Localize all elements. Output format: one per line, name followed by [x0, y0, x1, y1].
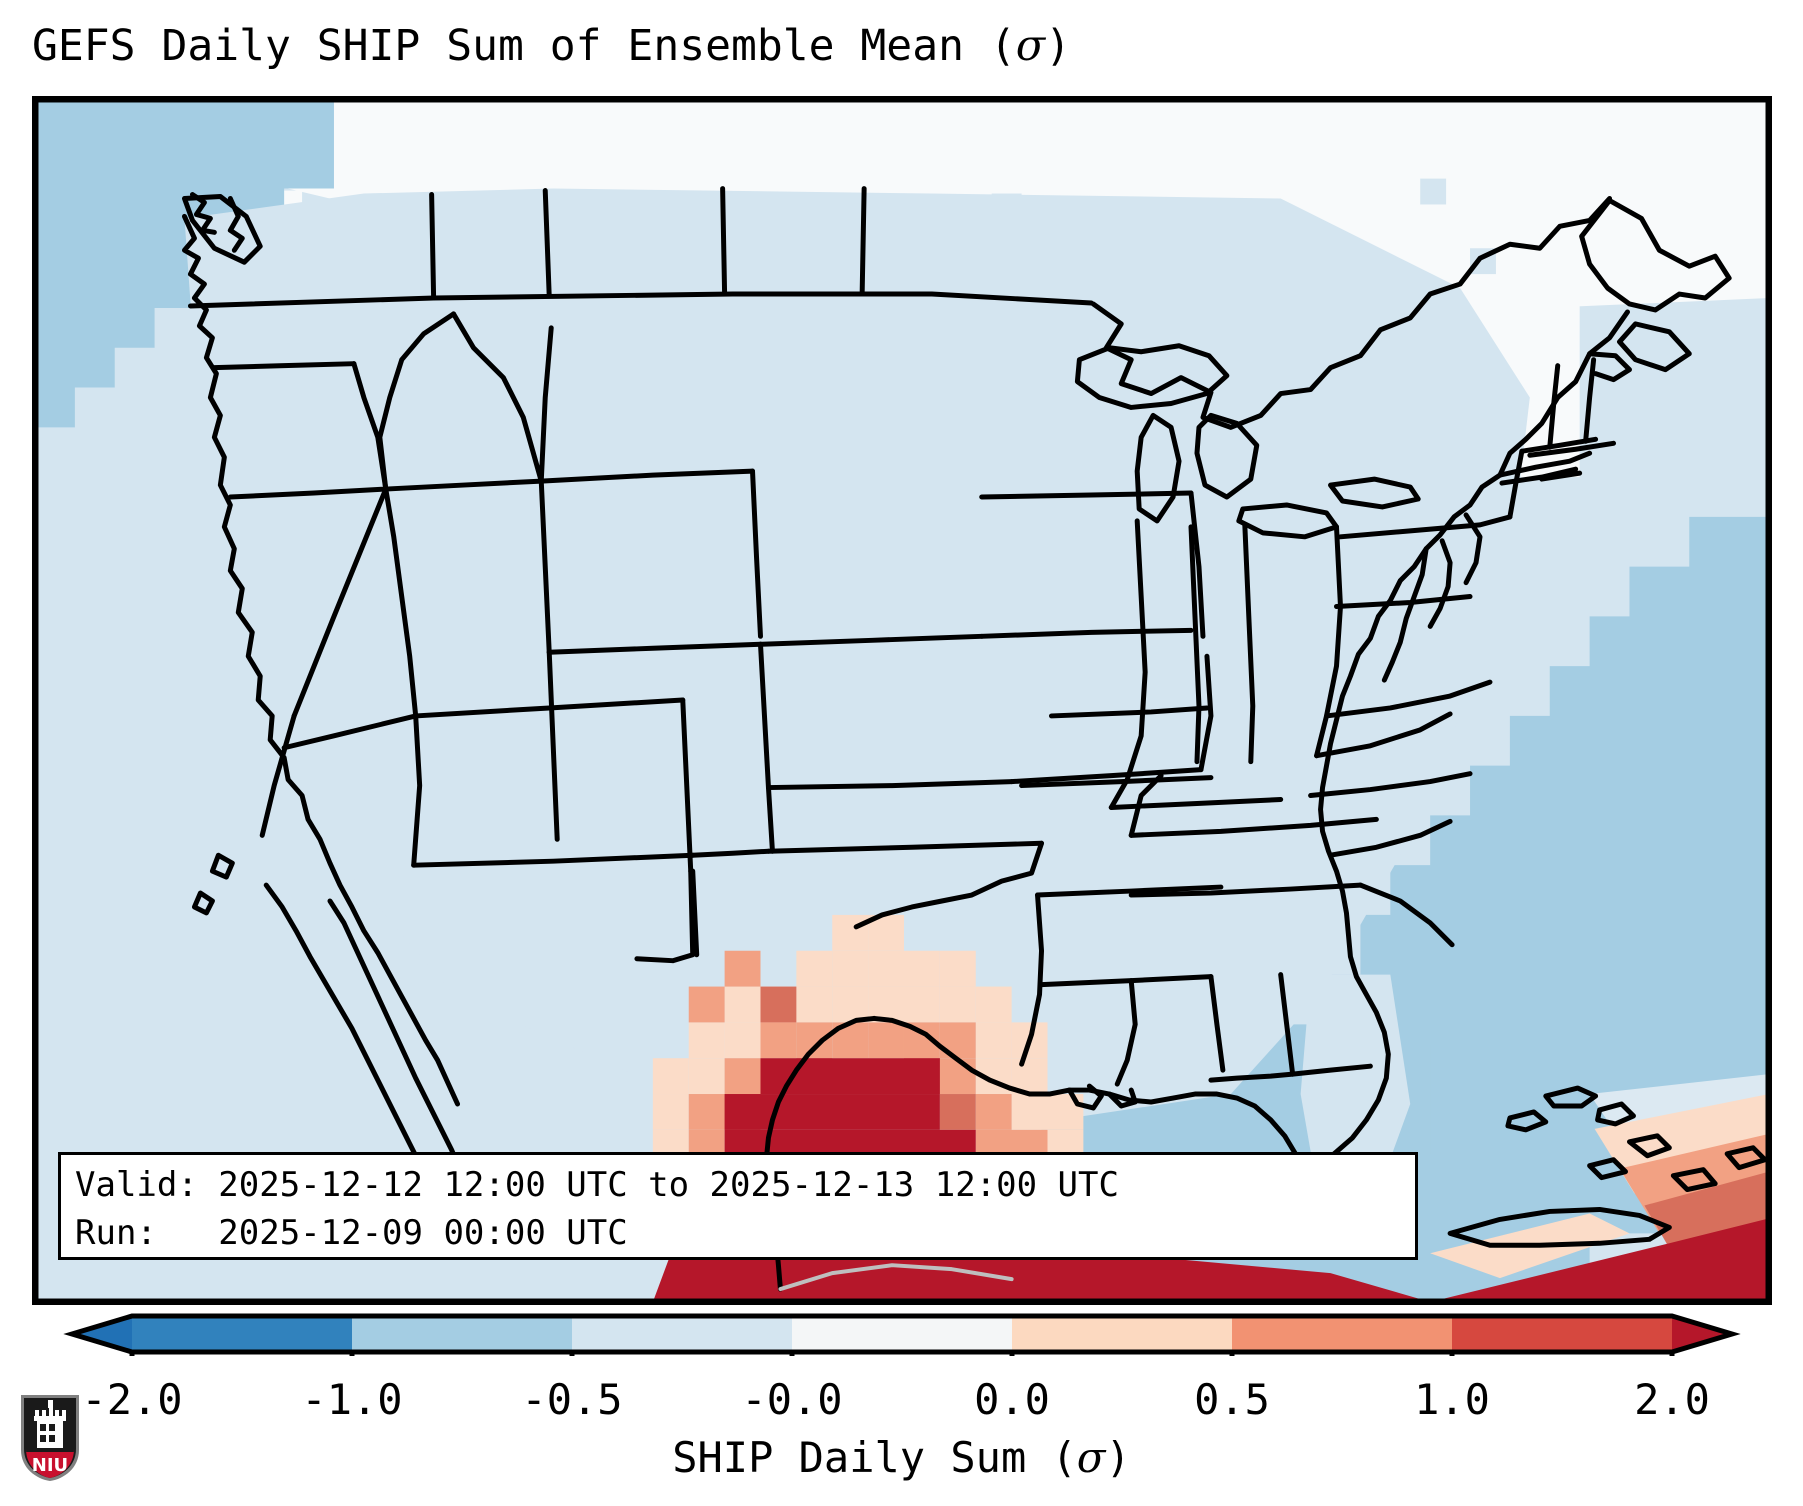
colorbar-segment [352, 1316, 572, 1352]
sigma-symbol: σ [1076, 1433, 1106, 1482]
sigma-symbol: σ [1015, 21, 1046, 71]
colorbar-tick-label: -0.5 [521, 1375, 623, 1424]
colorbar-tick-label: 2.0 [1634, 1375, 1710, 1424]
colorbar-over-arrow [1672, 1316, 1732, 1352]
map-raster [35, 99, 1769, 1302]
run-time-line: Run: 2025-12-09 00:00 UTC [75, 1213, 628, 1253]
page-title: GEFS Daily SHIP Sum of Ensemble Mean (σ) [32, 18, 1772, 74]
map-border [35, 99, 1769, 1302]
colorbar-label-suffix: ) [1105, 1433, 1131, 1482]
colorbar-tick-label: 0.5 [1194, 1375, 1270, 1424]
colorbar-segment [572, 1316, 792, 1352]
logo-shield-bottom [26, 1449, 74, 1478]
colorbar-tick-label: -1.0 [301, 1375, 403, 1424]
colorbar[interactable] [32, 1312, 1772, 1356]
colorbar-tick-label: -2.0 [81, 1375, 183, 1424]
geography-outlines [181, 186, 1768, 1292]
colorbar-segment [132, 1316, 352, 1352]
colorbar-segment [792, 1316, 1012, 1352]
colorbar-label-prefix: SHIP Daily Sum ( [672, 1433, 1077, 1482]
niu-logo: NIU [21, 1395, 79, 1481]
colorbar-segment [1452, 1316, 1672, 1352]
colorbar-ticks [129, 1352, 1675, 1356]
colorbar-tick-label: -0.0 [741, 1375, 843, 1424]
page-title-suffix: ) [1045, 21, 1072, 71]
colorbar-segment [1012, 1316, 1232, 1352]
logo-wordmark: NIU [32, 1455, 68, 1476]
logo-castle-icon [34, 1400, 66, 1448]
colorbar-tick-label: 0.0 [974, 1375, 1050, 1424]
map-panel[interactable] [32, 96, 1772, 1305]
colorbar-segment [1232, 1316, 1452, 1352]
forecast-info-box: Valid: 2025-12-12 12:00 UTC to 2025-12-1… [58, 1152, 1418, 1260]
colorbar-tick-label: 1.0 [1414, 1375, 1490, 1424]
valid-time-line: Valid: 2025-12-12 12:00 UTC to 2025-12-1… [75, 1165, 1119, 1205]
page-title-prefix: GEFS Daily SHIP Sum of Ensemble Mean ( [32, 21, 1016, 71]
colorbar-under-arrow [72, 1316, 132, 1352]
logo-castle-windows [40, 1424, 55, 1442]
colorbar-tick-labels: -2.0 -1.0 -0.5 -0.0 0.0 0.5 1.0 2.0 [0, 1374, 1803, 1430]
colorbar-axis-label: SHIP Daily Sum (σ) [0, 1430, 1803, 1486]
colorbar-swatches[interactable] [32, 1312, 1772, 1356]
